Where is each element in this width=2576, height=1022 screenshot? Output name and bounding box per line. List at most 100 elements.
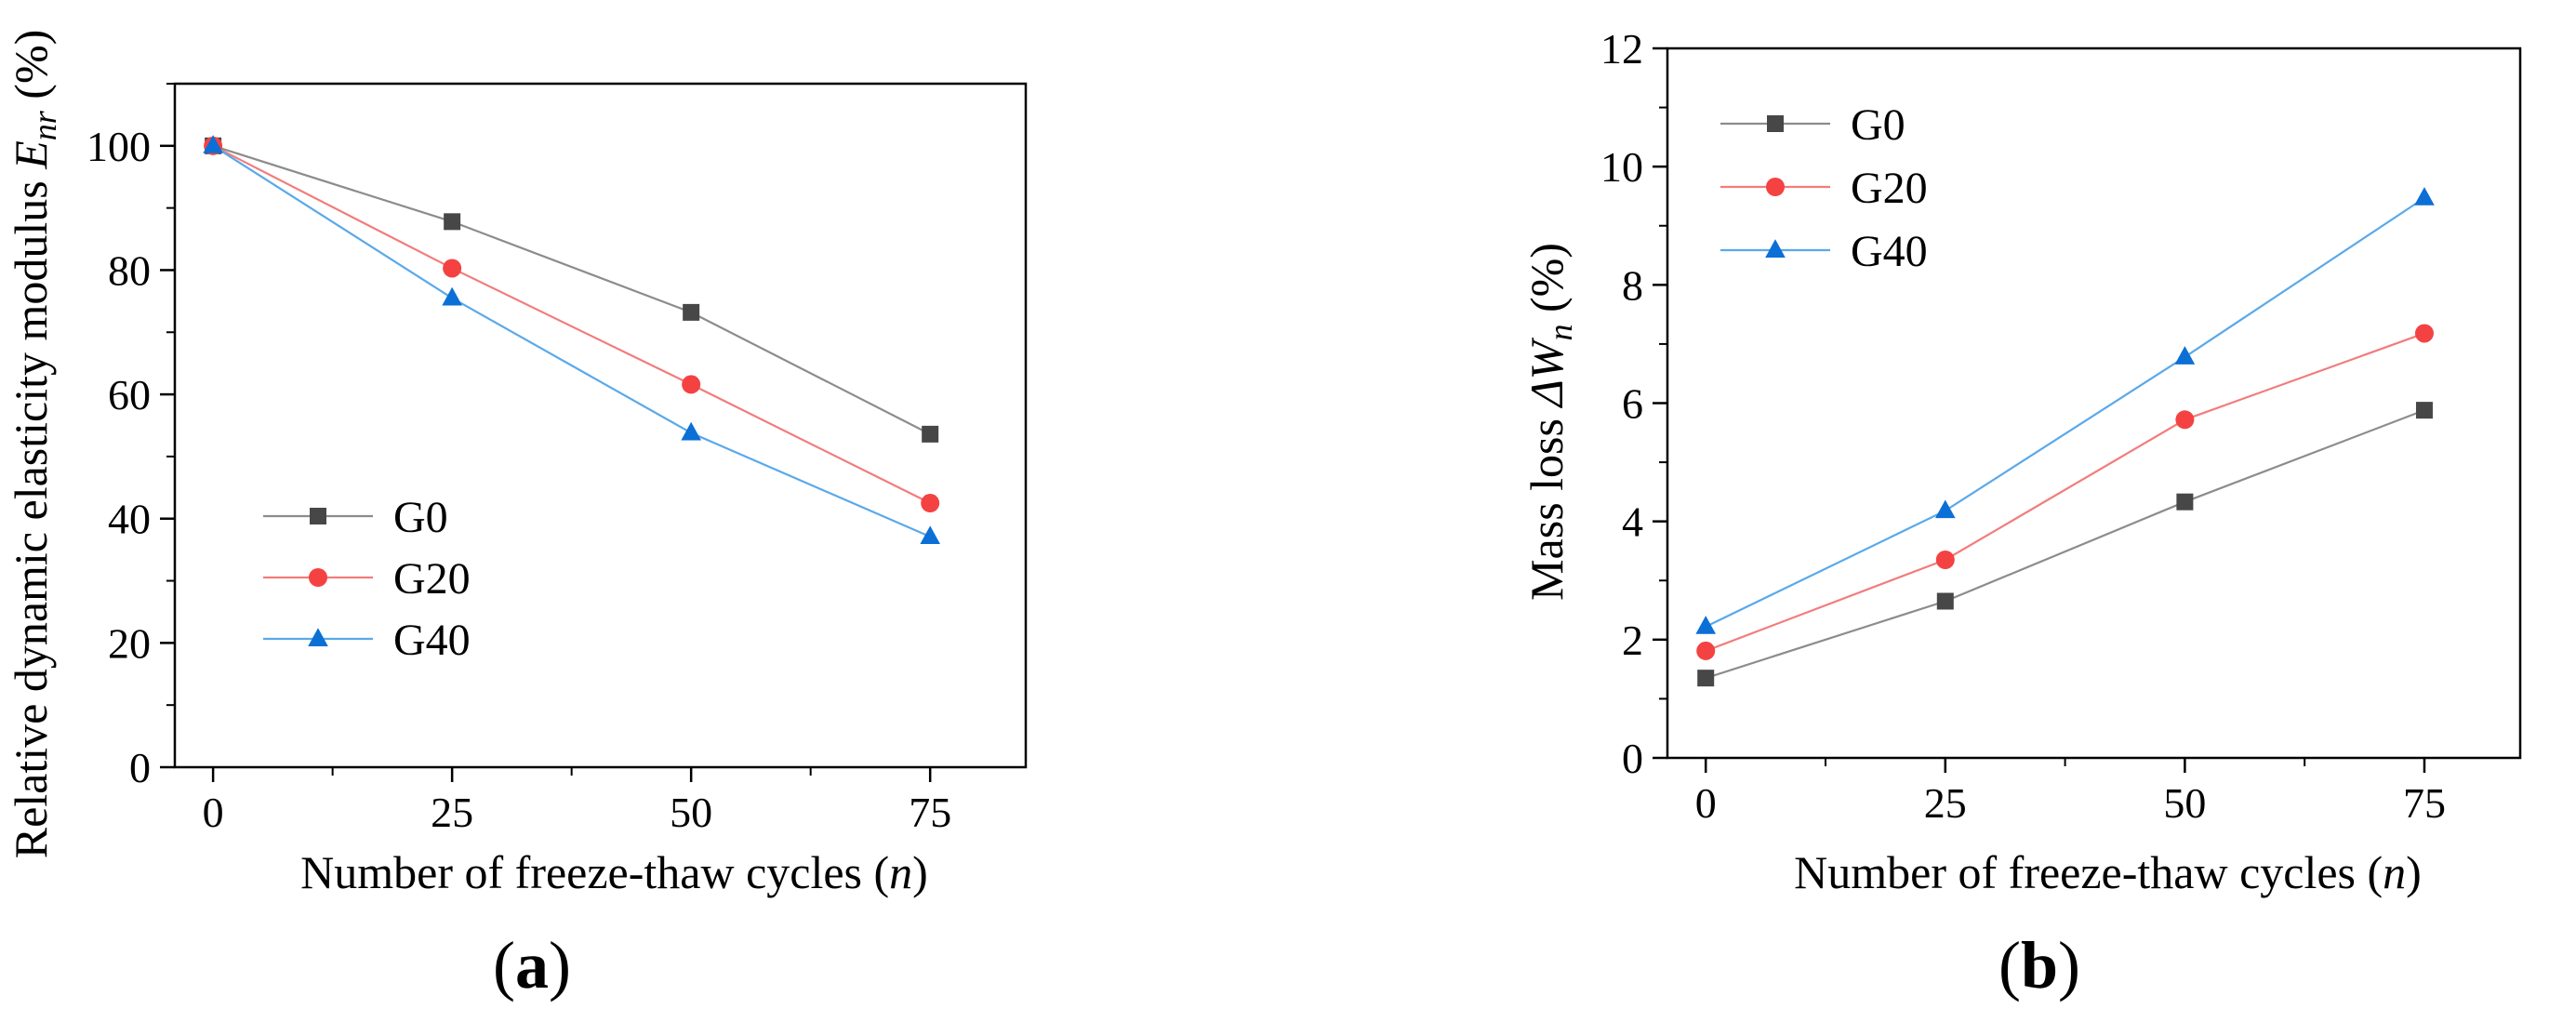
data-point-G20 [1696, 641, 1716, 660]
y-axis-title: Relative dynamic elasticity modulus Enr … [5, 30, 63, 859]
panel-label: (b) [1998, 928, 2080, 1002]
legend-marker-G20 [1766, 178, 1785, 196]
y-tick-label: 40 [108, 496, 151, 543]
y-tick-label: 8 [1622, 261, 1643, 309]
data-point-G20 [1935, 550, 1955, 569]
data-point-G40 [920, 525, 940, 545]
data-point-G0 [444, 213, 461, 231]
x-tick-label: 25 [1924, 779, 1967, 827]
y-tick-label: 2 [1622, 617, 1643, 664]
panel-label-close: ) [549, 928, 571, 1002]
series-G0 [205, 137, 939, 443]
data-point-G20 [2414, 324, 2434, 343]
y-tick-label: 100 [86, 123, 151, 170]
series-G20 [1696, 324, 2434, 660]
series-line-G0 [1705, 409, 2425, 680]
plot-frame [1666, 46, 2522, 760]
y-axis-title-text: Relative dynamic elasticity modulus [5, 169, 57, 859]
x-axis-title-var: n [2383, 846, 2406, 898]
data-point-G0 [1697, 670, 1715, 687]
legend: G0 G20 G40 [263, 493, 471, 665]
panel-label-open: ( [1998, 928, 2021, 1002]
data-point-G20 [443, 259, 462, 278]
data-point-G0 [683, 303, 700, 321]
y-tick-label: 6 [1622, 380, 1643, 428]
x-axis-title-text: Number of freeze-thaw cycles ( [1794, 846, 2383, 898]
series-line-G40 [1705, 196, 2425, 628]
y-tick-label: 20 [108, 619, 151, 667]
legend-marker-G20 [309, 568, 327, 587]
data-point-G40 [1695, 616, 1717, 634]
legend-label: G40 [393, 616, 471, 665]
x-tick-label: 75 [2403, 779, 2446, 827]
y-tick-label: 0 [129, 744, 151, 791]
series-G40 [203, 135, 940, 545]
series-G20 [204, 136, 940, 513]
legend-marker-G0 [1767, 115, 1784, 132]
panel-label-open: ( [493, 928, 515, 1002]
data-point-G40 [203, 135, 223, 153]
series-line-G0 [212, 144, 931, 435]
legend-label: G0 [1851, 100, 1905, 150]
y-axis-title-var: ΔW [1520, 337, 1573, 408]
series-line-G20 [212, 144, 931, 505]
chart-panel-a: 0 20 40 60 80 100 0 25 50 75 Number of freeze-thaw… [5, 30, 1028, 1002]
data-point-G20 [682, 375, 701, 394]
series-G40 [1695, 187, 2435, 634]
x-tick-label: 50 [2163, 779, 2206, 827]
series-line-G40 [212, 144, 931, 538]
legend-label: G40 [1851, 227, 1928, 276]
x-axis-title: Number of freeze-thaw cycles (n) [300, 846, 928, 898]
y-axis-title-text: Mass loss [1520, 407, 1573, 601]
series-G0 [1697, 402, 2433, 687]
legend-item-G0: G0 [1720, 100, 1905, 150]
panel-label: (a) [493, 928, 571, 1002]
chart-panel-b: 0 2 4 6 8 10 12 0 25 50 75 Number of freeze-thaw cy… [1520, 25, 2522, 1002]
y-axis-title-unit: (%) [5, 30, 57, 111]
y-tick-label: 4 [1622, 498, 1643, 546]
y-tick-label: 12 [1600, 25, 1643, 73]
panel-label-letter: b [2021, 928, 2058, 1002]
x-axis-title-var: n [889, 846, 912, 898]
panel-label-close: ) [2058, 928, 2080, 1002]
x-tick-label: 25 [431, 789, 473, 836]
x-tick-label: 0 [203, 789, 224, 836]
x-axis-title-text: Number of freeze-thaw cycles ( [300, 846, 889, 898]
y-axis-title-sub: n [1542, 325, 1579, 341]
legend: G0 G20 G40 [1720, 100, 1928, 276]
legend-marker-G0 [310, 508, 326, 524]
legend-label: G20 [393, 554, 471, 604]
x-axis-title-close: ) [912, 846, 928, 898]
legend-marker-G40 [1765, 239, 1786, 258]
data-point-G0 [1936, 592, 1954, 610]
x-axis-title-close: ) [2406, 846, 2422, 898]
data-point-G40 [442, 286, 462, 306]
legend-marker-G40 [308, 628, 328, 646]
x-axis-title: Number of freeze-thaw cycles (n) [1794, 846, 2422, 898]
y-axis-title-unit: (%) [1520, 243, 1573, 324]
data-point-G0 [922, 425, 939, 443]
data-point-G40 [2174, 346, 2196, 365]
legend-item-G0: G0 [263, 493, 448, 542]
data-point-G20 [2175, 410, 2195, 430]
data-point-G0 [2176, 493, 2194, 511]
y-tick-label: 60 [108, 371, 151, 418]
legend-item-G20: G20 [1720, 164, 1928, 213]
y-tick-label: 10 [1600, 143, 1643, 191]
legend-item-G40: G40 [263, 616, 471, 665]
x-tick-label: 75 [909, 789, 951, 836]
data-point-G20 [921, 494, 940, 513]
data-point-G40 [681, 421, 701, 441]
panel-label-letter: a [515, 928, 549, 1002]
y-tick-label: 0 [1622, 735, 1643, 782]
legend-label: G20 [1851, 164, 1928, 213]
legend-item-G40: G40 [1720, 227, 1928, 276]
series-line-G20 [1705, 332, 2425, 652]
data-point-G0 [2415, 402, 2433, 419]
legend-label: G0 [393, 493, 448, 542]
data-point-G40 [1934, 499, 1956, 519]
legend-item-G20: G20 [263, 554, 471, 604]
y-axis-title-sub: nr [26, 110, 63, 140]
x-tick-label: 0 [1695, 779, 1717, 827]
